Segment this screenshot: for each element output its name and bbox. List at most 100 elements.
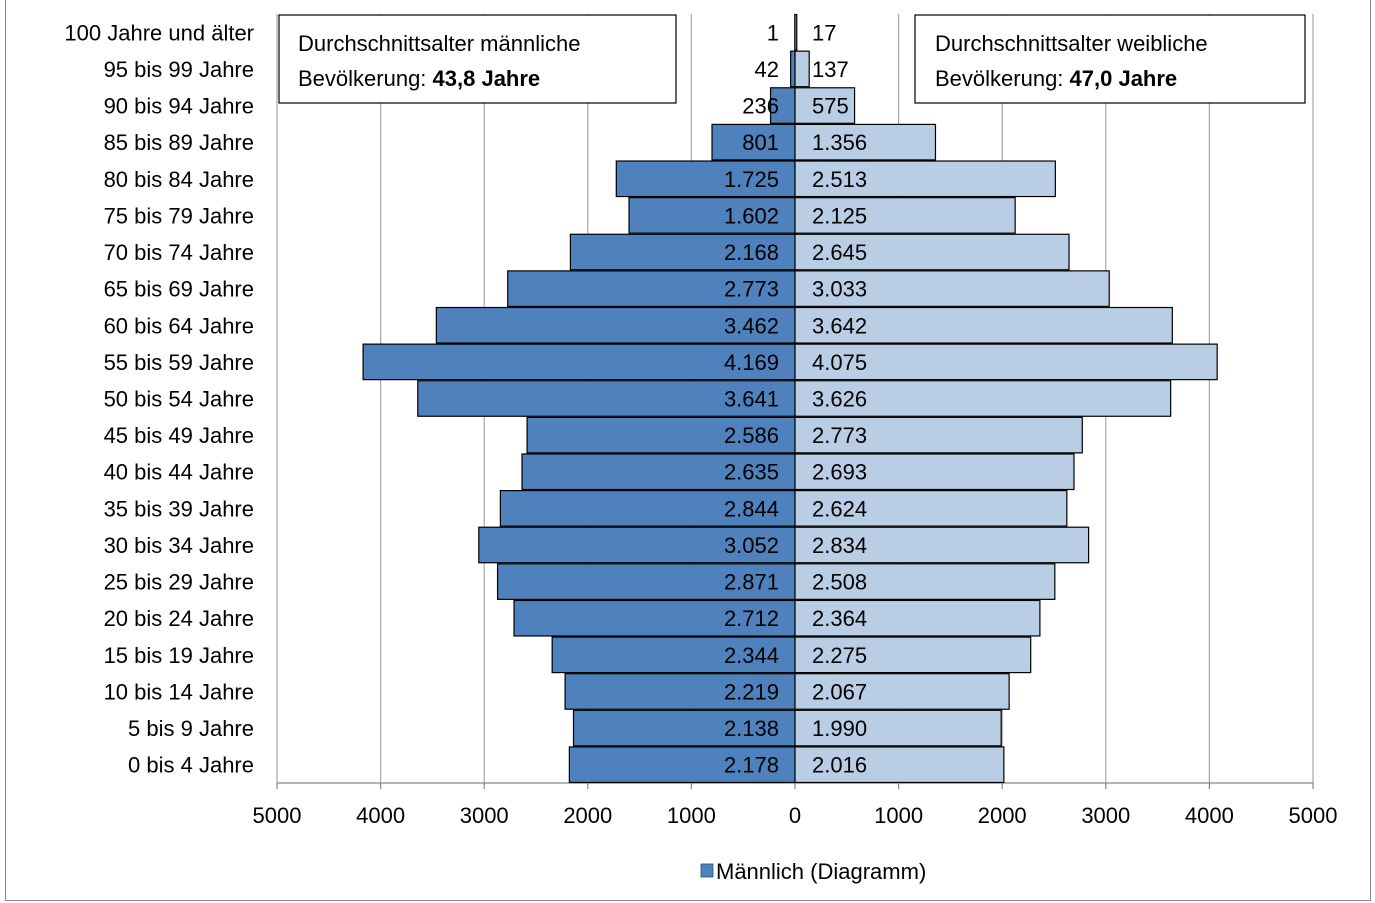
x-tick-label-3: 2000 [563,803,612,828]
bar-male-9 [526,416,796,454]
category-label-12: 60 bis 64 Jahre [104,313,254,338]
bar-female-7 [794,489,1068,527]
bar-male-1 [572,709,796,747]
bar-male-10 [417,380,796,417]
annotation-female-prefix: Bevölkerung: [935,66,1070,91]
data-label-female-10: 3.626 [812,387,867,412]
bar-male-7 [499,489,796,527]
bar-female-4 [794,599,1041,637]
bar-male-15 [628,197,796,234]
data-label-female-13: 3.033 [812,277,867,302]
bar-male-16 [615,160,796,198]
bar-female-10 [794,380,1172,417]
data-label-male-16: 1.725 [724,167,779,192]
data-label-female-1: 1.990 [812,716,867,741]
svg-text:Bevölkerung: 47,0 Jahre: Bevölkerung: 47,0 Jahre [935,66,1177,91]
data-label-female-4: 2.364 [812,606,867,631]
data-labels: 2.178 2.016 2.138 1.990 2.219 2.067 2.344 2.275… [724,20,867,777]
category-label-6: 30 bis 34 Jahre [104,533,254,558]
bar-male-8 [521,453,796,491]
data-label-male-9: 2.586 [724,423,779,448]
x-tick-label-9: 4000 [1185,803,1234,828]
x-tick-label-5: 0 [789,803,801,828]
data-label-male-15: 1.602 [724,203,779,228]
data-label-male-6: 3.052 [724,533,779,558]
data-label-male-1: 2.138 [724,716,779,741]
bar-male-19 [790,50,796,88]
category-label-10: 50 bis 54 Jahre [104,387,254,412]
data-label-female-14: 2.645 [812,240,867,265]
bar-female-18 [794,87,856,124]
data-label-male-18: 236 [742,94,779,119]
bar-male-17 [711,123,796,161]
legend[interactable]: Männlich (Diagramm) [700,859,926,884]
bar-male-11 [362,343,796,381]
category-label-19: 95 bis 99 Jahre [104,57,254,82]
x-tick-label-1: 4000 [356,803,405,828]
bar-male-4 [513,599,796,637]
annotation-male-line1: Durchschnittsalter männliche [298,31,580,56]
bar-female-20 [794,13,798,51]
category-label-5: 25 bis 29 Jahre [104,570,254,595]
data-label-female-2: 2.067 [812,679,867,704]
x-tick-label-4: 1000 [667,803,716,828]
bar-female-13 [794,270,1110,308]
bar-female-15 [794,197,1016,234]
data-label-female-8: 2.693 [812,460,867,485]
data-label-male-2: 2.219 [724,679,779,704]
data-label-female-3: 2.275 [812,643,867,668]
data-label-female-18: 575 [812,94,849,119]
data-label-male-17: 801 [742,130,779,155]
legend-label-male: Männlich (Diagramm) [716,859,926,884]
data-label-female-19: 137 [812,57,849,82]
data-label-female-20: 17 [812,20,836,45]
bar-female-19 [794,50,810,88]
x-tick-label-0: 5000 [253,803,302,828]
x-tick-label-10: 5000 [1289,803,1338,828]
category-label-15: 75 bis 79 Jahre [104,203,254,228]
data-label-female-15: 2.125 [812,203,867,228]
data-label-male-13: 2.773 [724,277,779,302]
category-label-18: 90 bis 94 Jahre [104,94,254,119]
bar-female-5 [794,563,1056,600]
annotation-female-value: 47,0 Jahre [1070,66,1178,91]
bar-female-2 [794,673,1010,710]
annotation-male-value: 43,8 Jahre [433,66,541,91]
annotation-female-box: Durchschnittsalter weibliche Bevölkerung… [914,14,1306,104]
data-label-male-3: 2.344 [724,643,779,668]
bar-female-11 [794,343,1218,381]
chart-frame [5,0,1371,901]
category-label-14: 70 bis 74 Jahre [104,240,254,265]
category-labels: 0 bis 4 Jahre 5 bis 9 Jahre 10 bis 14 Jahr… [64,20,254,777]
category-label-2: 10 bis 14 Jahre [104,679,254,704]
data-label-female-11: 4.075 [812,350,867,375]
bar-male-0 [568,746,796,784]
category-label-13: 65 bis 69 Jahre [104,277,254,302]
x-tick-label-6: 1000 [874,803,923,828]
x-tick-label-8: 3000 [1081,803,1130,828]
data-label-female-16: 2.513 [812,167,867,192]
bar-female-9 [794,416,1083,454]
bar-male-6 [478,526,796,564]
category-label-11: 55 bis 59 Jahre [104,350,254,375]
data-label-female-6: 2.834 [812,533,867,558]
bar-male-13 [507,270,796,308]
data-label-male-14: 2.168 [724,240,779,265]
bar-female-6 [794,526,1090,564]
category-label-4: 20 bis 24 Jahre [104,606,254,631]
bar-female-1 [794,709,1002,747]
category-label-7: 35 bis 39 Jahre [104,496,254,521]
bar-female-3 [794,636,1032,674]
bar-male-3 [551,636,796,674]
data-label-male-0: 2.178 [724,753,779,778]
data-label-female-7: 2.624 [812,496,867,521]
category-label-16: 80 bis 84 Jahre [104,167,254,192]
data-label-male-10: 3.641 [724,387,779,412]
bars [362,13,1218,784]
data-label-male-8: 2.635 [724,460,779,485]
data-label-male-4: 2.712 [724,606,779,631]
annotation-male-box: Durchschnittsalter männliche Bevölkerung… [278,14,677,104]
bar-female-12 [794,306,1173,344]
x-tick-label-2: 3000 [460,803,509,828]
